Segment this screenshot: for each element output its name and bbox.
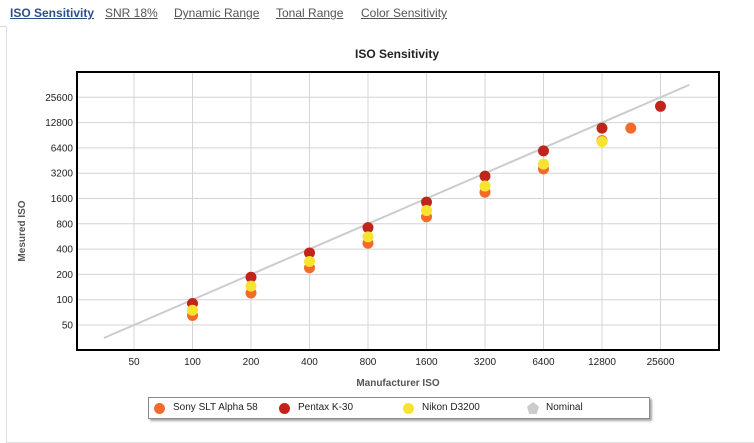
x-tick-label: 100 xyxy=(184,357,201,368)
y-tick-label: 1600 xyxy=(51,194,74,205)
data-point-nikon-d3200 xyxy=(421,205,432,217)
chart-grid xyxy=(77,72,719,350)
x-tick-label: 3200 xyxy=(474,357,497,368)
data-point-pentax-k-30 xyxy=(596,122,608,134)
pentagon-marker-icon xyxy=(527,402,539,414)
legend-label: Nikon D3200 xyxy=(422,402,480,413)
y-tick-label: 50 xyxy=(62,321,74,332)
circle-marker-icon xyxy=(279,403,290,414)
circle-marker-icon xyxy=(154,403,165,414)
data-point-pentax-k-30 xyxy=(362,222,374,234)
tab-snr-18[interactable]: SNR 18% xyxy=(105,6,158,20)
tab-dynamic-range[interactable]: Dynamic Range xyxy=(174,6,260,20)
y-tick-label: 12800 xyxy=(45,118,73,129)
legend-label: Nominal xyxy=(546,402,583,413)
data-point-pentax-k-30 xyxy=(304,247,315,259)
x-tick-label: 12800 xyxy=(588,357,616,368)
x-axis-label: Manufacturer ISO xyxy=(356,378,440,389)
x-tick-label: 25600 xyxy=(647,357,675,368)
data-point-pentax-k-30 xyxy=(538,145,549,157)
data-point-nikon-d3200 xyxy=(245,280,257,292)
y-tick-label: 25600 xyxy=(45,93,73,104)
chart-legend: Sony SLT Alpha 58 Pentax K-30 Nikon D320… xyxy=(148,397,650,419)
nominal-line-layer xyxy=(103,83,690,339)
x-tick-label: 400 xyxy=(301,357,318,368)
chart-tick-labels: 50 100 200 400 800 1600 3200 6400 12800 25600 50 10… xyxy=(45,93,675,368)
tab-bar: ISO Sensitivity SNR 18% Dynamic Range To… xyxy=(0,0,754,27)
y-tick-label: 200 xyxy=(56,270,73,281)
x-tick-label: 6400 xyxy=(532,357,555,368)
data-point-nikon-d3200 xyxy=(596,136,608,148)
data-point-sony-slt-alpha-58 xyxy=(625,122,637,134)
y-tick-label: 400 xyxy=(56,245,73,256)
x-tick-label: 50 xyxy=(128,357,140,368)
y-tick-label: 3200 xyxy=(51,169,74,180)
tab-color-sensitivity[interactable]: Color Sensitivity xyxy=(361,6,448,20)
y-tick-label: 100 xyxy=(56,295,73,306)
legend-label: Pentax K-30 xyxy=(298,402,354,413)
tab-tonal-range[interactable]: Tonal Range xyxy=(276,6,344,20)
y-tick-label: 800 xyxy=(56,219,73,230)
nominal-reference-line xyxy=(103,83,690,339)
circle-marker-icon xyxy=(403,403,414,414)
plot-area-border xyxy=(76,71,720,351)
y-tick-label: 6400 xyxy=(51,143,74,154)
tab-iso-sensitivity[interactable]: ISO Sensitivity xyxy=(10,6,95,20)
data-point-nikon-d3200 xyxy=(304,255,315,267)
x-tick-label: 1600 xyxy=(415,357,438,368)
data-point-pentax-k-30 xyxy=(245,271,257,283)
data-point-nikon-d3200 xyxy=(362,231,374,243)
chart-title: ISO Sensitivity xyxy=(355,47,439,61)
data-point-pentax-k-30 xyxy=(655,100,666,112)
data-point-pentax-k-30 xyxy=(479,170,491,182)
chart-points-layer xyxy=(187,100,666,321)
data-point-nikon-d3200 xyxy=(187,304,198,316)
chart-panel xyxy=(6,26,754,443)
legend-label: Sony SLT Alpha 58 xyxy=(173,402,258,413)
x-tick-label: 200 xyxy=(243,357,260,368)
data-point-pentax-k-30 xyxy=(421,196,432,208)
x-tick-label: 800 xyxy=(360,357,377,368)
data-point-nikon-d3200 xyxy=(479,180,491,192)
data-point-nikon-d3200 xyxy=(538,158,549,170)
y-axis-label: Mesured ISO xyxy=(17,200,28,261)
